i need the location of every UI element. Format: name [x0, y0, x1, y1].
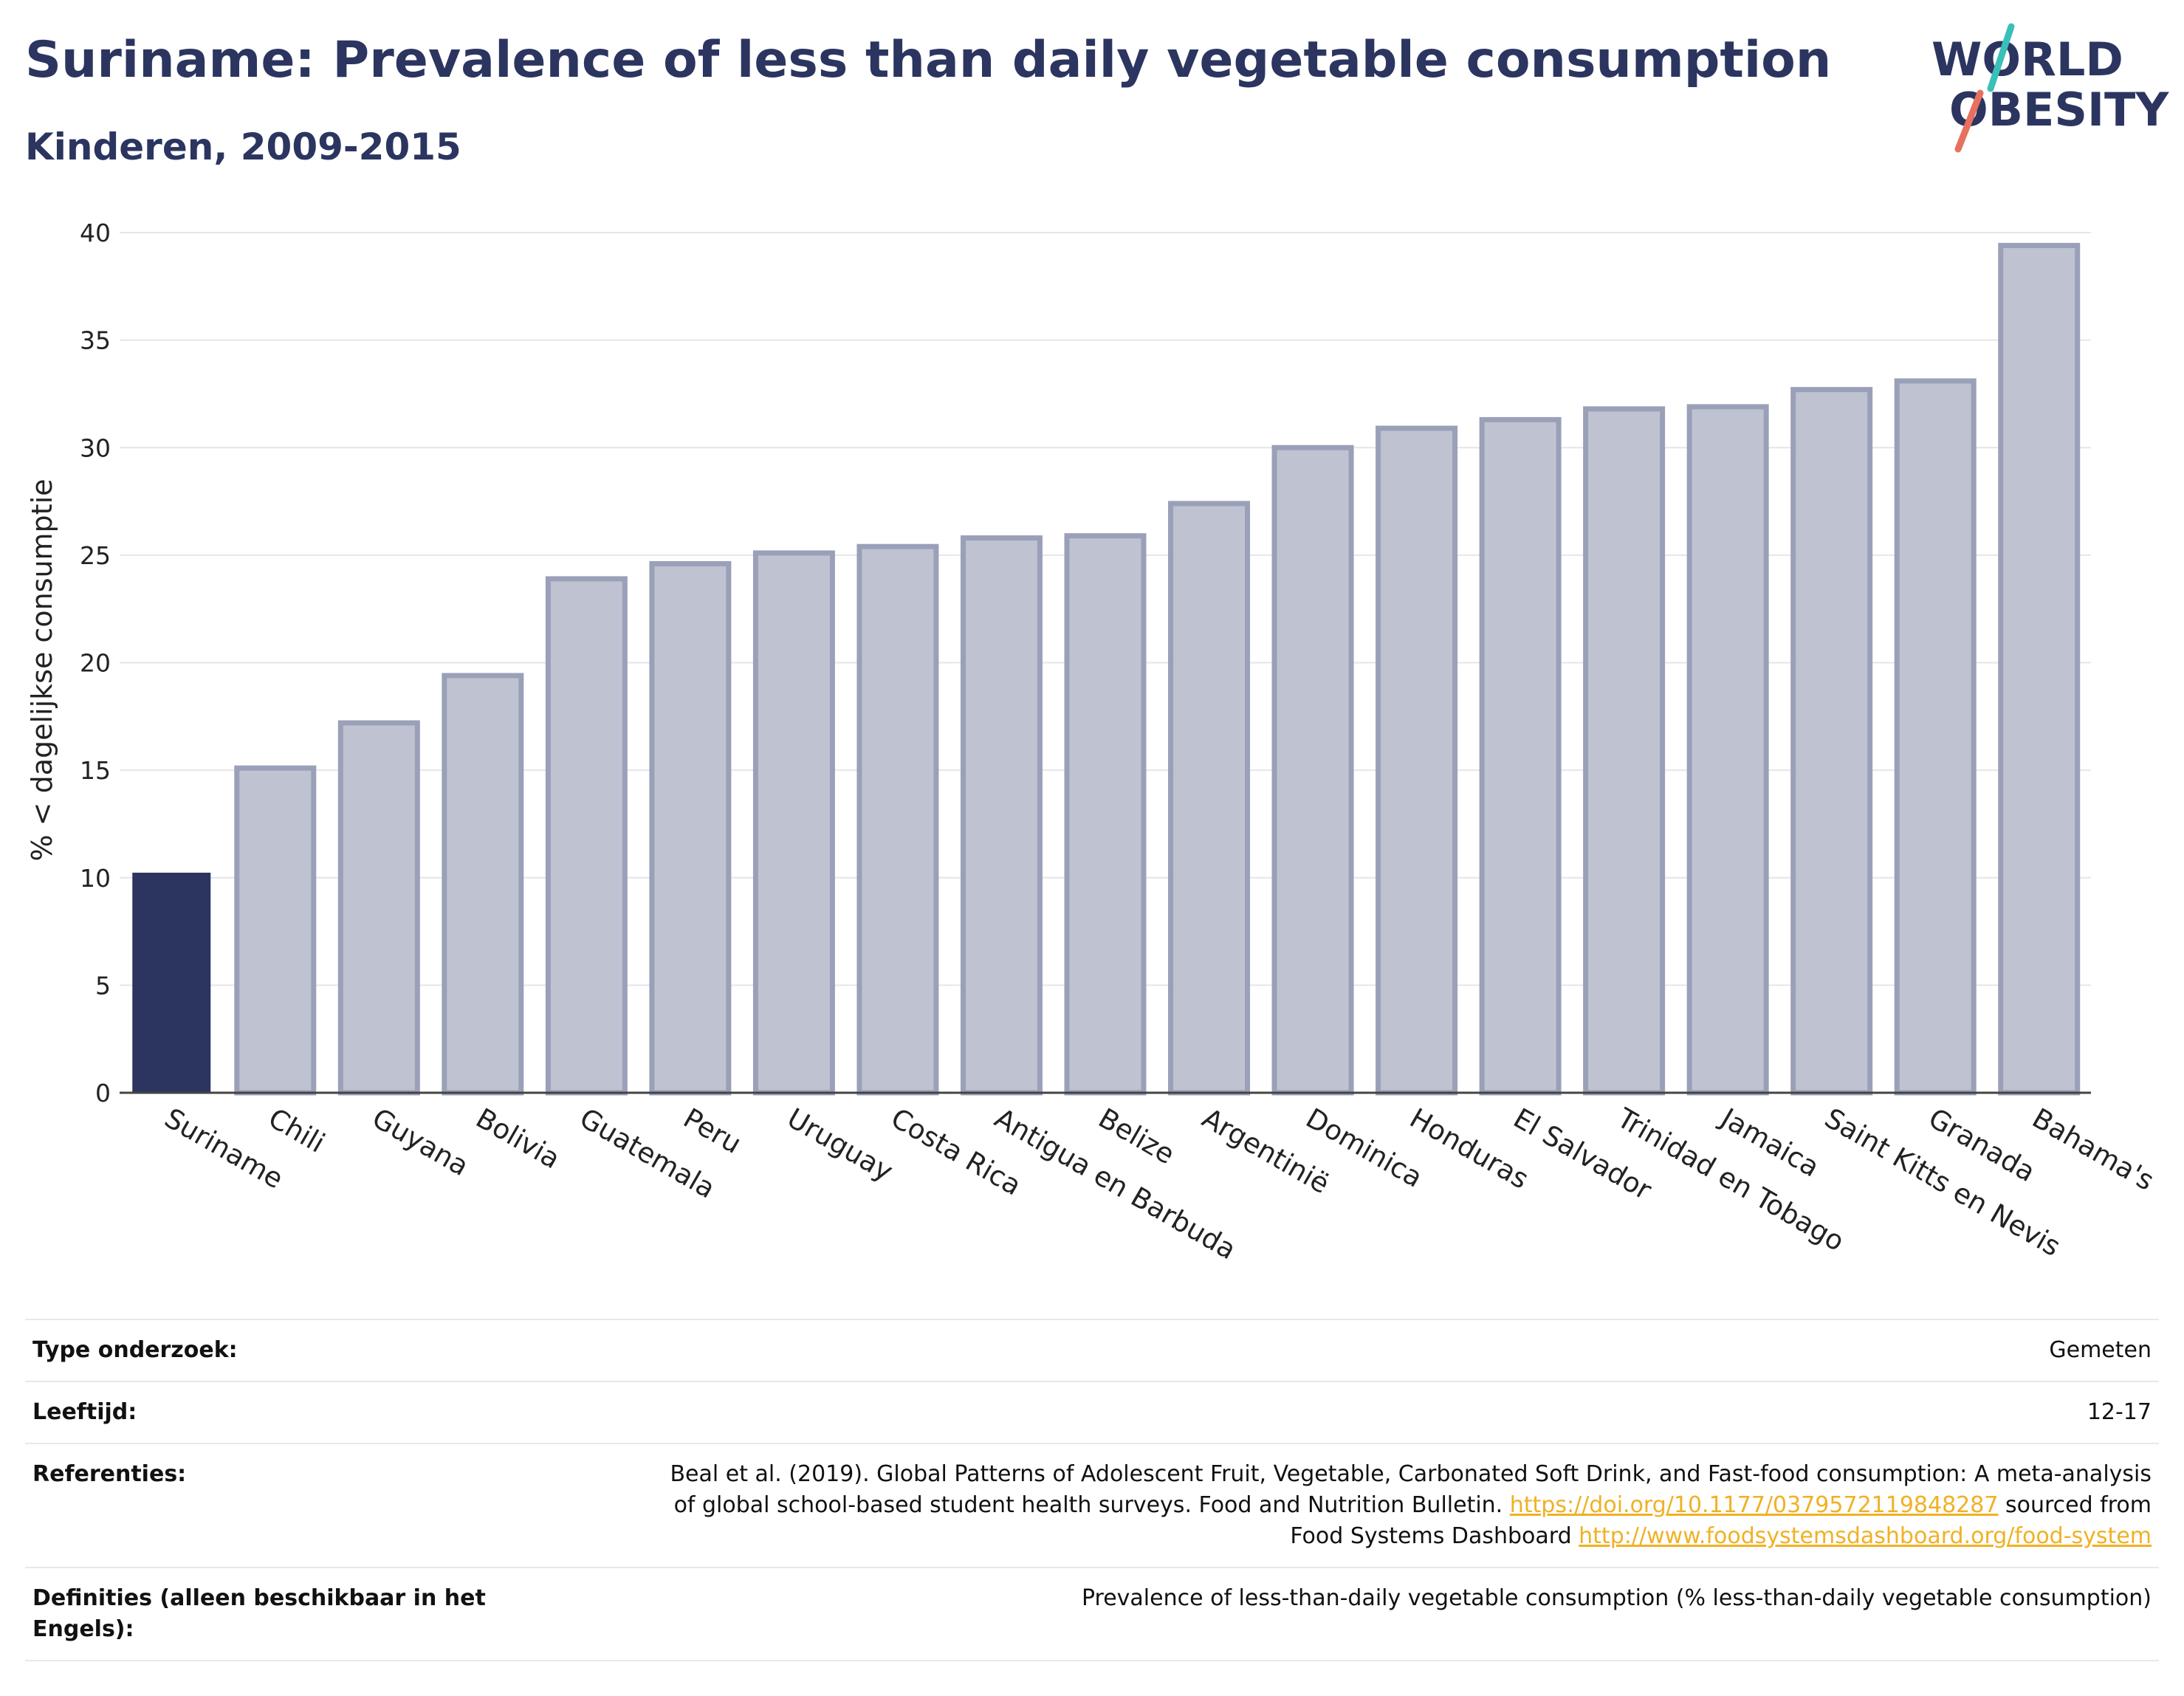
reference-line-1: Beal et al. (2019). Global Patterns of A… [670, 1461, 2152, 1487]
bar-antigua-en-barbuda [960, 535, 1043, 1096]
y-axis-ticks: 0 5 10 15 20 25 30 35 40 [80, 219, 111, 1108]
bar-el-salvador [1479, 416, 1562, 1096]
y-tick-label: 35 [80, 326, 111, 355]
x-tick-label: Bolivia [470, 1102, 565, 1175]
y-tick-label: 20 [80, 649, 111, 678]
meta-label-type: Type onderzoek: [32, 1337, 238, 1363]
chart-subtitle: Kinderen, 2009-2015 [25, 126, 461, 168]
bar-uruguay [752, 550, 835, 1096]
reference-line-3: Food Systems Dashboard http://www.foodsy… [542, 1521, 2152, 1552]
x-tick-label: Suriname [159, 1102, 289, 1195]
bar-trinidad-en-tobago [1583, 406, 1666, 1096]
bars [132, 242, 2081, 1096]
x-tick-label: Bahama's [2027, 1102, 2159, 1197]
bar-chili [234, 765, 317, 1096]
y-tick-label: 25 [80, 541, 111, 570]
bar-granada [1894, 378, 1977, 1096]
y-tick-label: 30 [80, 433, 111, 462]
doi-link[interactable]: https://doi.org/10.1177/0379572119848287 [1509, 1492, 1999, 1518]
x-tick-label: Honduras [1404, 1102, 1534, 1195]
bar-jamaica [1686, 404, 1769, 1096]
x-tick-label: Guyana [367, 1102, 474, 1183]
bar-peru [649, 561, 732, 1096]
bar-suriname [132, 872, 211, 1094]
food-systems-link[interactable]: http://www.foodsystemsdashboard.org/food… [1579, 1523, 2152, 1549]
logo-slash-teal [1987, 23, 2015, 92]
bar-argentini- [1168, 501, 1251, 1096]
metadata-table: Type onderzoek: Gemeten Leeftijd: 12-17 … [25, 1319, 2159, 1661]
bar-dominica [1271, 444, 1354, 1096]
world-obesity-logo: WORLD OBESITY [1931, 23, 2169, 153]
meta-label-age: Leeftijd: [32, 1399, 137, 1425]
meta-value-type: Gemeten [2049, 1337, 2152, 1363]
meta-value-age: 12-17 [2087, 1399, 2152, 1425]
bar-belize [1064, 533, 1147, 1096]
chart-title: Suriname: Prevalence of less than daily … [25, 31, 1832, 89]
y-tick-label: 15 [80, 756, 111, 785]
meta-value-references: Beal et al. (2019). Global Patterns of A… [512, 1459, 2152, 1552]
bar-saint-kitts-en-nevis [1790, 387, 1873, 1096]
meta-label-definitions: Definities (alleen beschikbaar in het En… [32, 1585, 486, 1642]
reference-text-3a: Food Systems Dashboard [1290, 1523, 1579, 1549]
meta-value-definitions: Prevalence of less-than-daily vegetable … [1081, 1585, 2152, 1611]
meta-row-age: Leeftijd: 12-17 [25, 1381, 2159, 1443]
reference-text-2b: sourced from [1998, 1492, 2152, 1518]
y-axis-label: % < dagelijkse consumptie [26, 478, 58, 861]
bar-bolivia [442, 673, 524, 1096]
bar-costa-rica [856, 543, 939, 1096]
meta-row-definitions: Definities (alleen beschikbaar in het En… [25, 1567, 2159, 1661]
y-tick-label: 0 [95, 1079, 111, 1108]
bar-guatemala [545, 576, 628, 1096]
y-tick-label: 5 [95, 971, 111, 1000]
reference-line-2: of global school-based student health su… [542, 1490, 2152, 1521]
logo-slash-red [1954, 89, 1984, 153]
x-tick-label: Chili [263, 1102, 330, 1159]
y-tick-label: 10 [80, 864, 111, 893]
x-tick-label: Peru [678, 1102, 746, 1160]
y-tick-label: 40 [80, 219, 111, 247]
x-tick-label: Uruguay [782, 1102, 899, 1188]
meta-row-type: Type onderzoek: Gemeten [25, 1319, 2159, 1381]
logo-text-world: WORLD [1931, 32, 2123, 86]
reference-text-2a: of global school-based student health su… [673, 1492, 1510, 1518]
bar-bahama-s [1998, 242, 2081, 1096]
bar-honduras [1376, 425, 1458, 1096]
bar-guyana [337, 720, 420, 1096]
logo-text-obesity: OBESITY [1949, 83, 2169, 137]
meta-row-references: Referenties: Beal et al. (2019). Global … [25, 1443, 2159, 1567]
meta-label-references: Referenties: [32, 1461, 187, 1487]
